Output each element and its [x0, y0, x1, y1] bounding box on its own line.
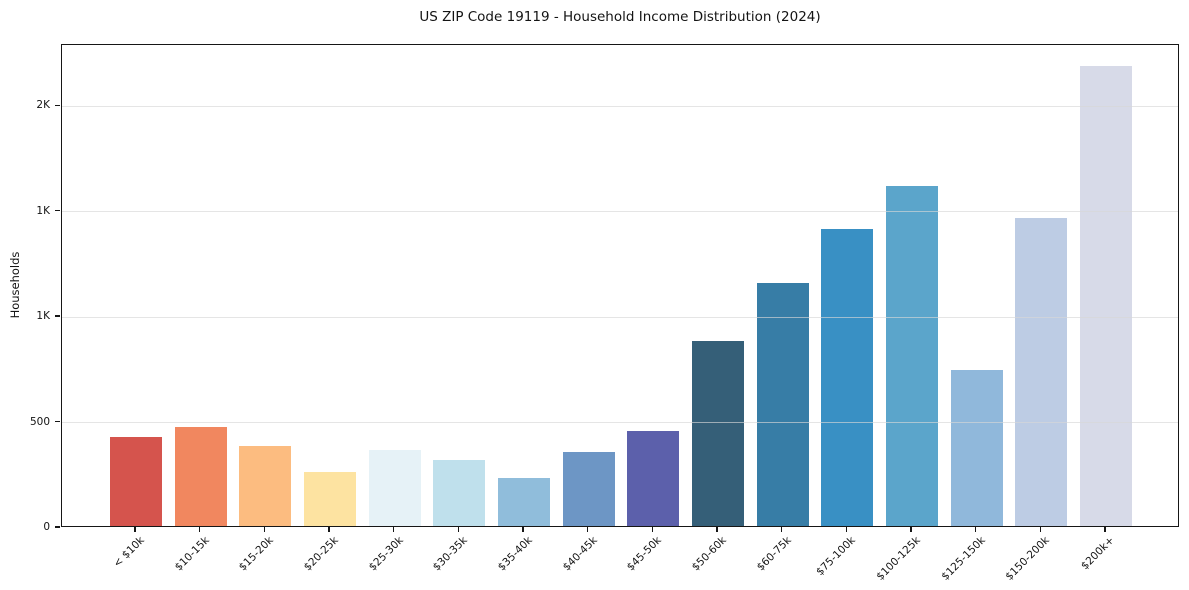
x-tick-mark-30-35k	[457, 527, 459, 532]
y-tick-mark-2000	[55, 104, 60, 106]
y-axis-label: Households	[8, 251, 22, 319]
x-tick-label-75-100k: $75-100k	[814, 534, 859, 579]
x-tick-label-150-200k: $150-200k	[1003, 534, 1053, 583]
x-tick-mark-100-125k	[910, 527, 912, 532]
bar-50-60k	[692, 341, 744, 526]
x-tick-mark-75-100k	[845, 527, 847, 532]
x-tick-label-20-25k: $20-25k	[301, 534, 341, 574]
x-tick-mark-15-20k	[263, 527, 265, 532]
gridline-1000	[62, 316, 1178, 318]
x-tick-mark-25-30k	[393, 527, 395, 532]
bar-200k+	[1080, 66, 1132, 526]
x-tick-mark-40-45k	[587, 527, 589, 532]
bar-60-75k	[756, 283, 809, 526]
x-tick-mark-150-200k	[1039, 527, 1041, 532]
y-tick-mark-1000	[55, 315, 60, 317]
x-tick-mark-45-50k	[651, 527, 653, 532]
bar-20-25k	[304, 472, 356, 526]
bar-125-150k	[950, 370, 1003, 526]
x-tick-mark-60-75k	[781, 527, 783, 532]
chart-title: US ZIP Code 19119 - Household Income Dis…	[419, 9, 821, 25]
x-tick-mark-35-40k	[522, 527, 524, 532]
x-tick-label-200k+: $200k+	[1078, 534, 1117, 573]
bar-75-100k	[821, 228, 874, 526]
x-tick-mark-10-15k	[199, 527, 201, 532]
x-tick-mark-50-60k	[716, 527, 718, 532]
x-tick-mark-200k+	[1104, 527, 1106, 532]
bar-10-15k	[174, 426, 227, 526]
gridline-500	[62, 422, 1178, 424]
bar-150-200k	[1015, 218, 1068, 526]
bar-45-50k	[627, 431, 680, 526]
y-tick-label-500: 500	[29, 415, 50, 428]
x-tick-label-10-15k: $10-15k	[172, 534, 212, 574]
plot-area	[61, 44, 1179, 527]
y-tick-label-0: 0	[43, 520, 50, 533]
bar-100-125k	[886, 186, 938, 526]
y-tick-mark-1500	[55, 210, 60, 212]
y-tick-label-1500: 1K	[36, 204, 50, 217]
gridline-1500	[62, 211, 1178, 213]
x-tick-label-100-125k: $100-125k	[874, 534, 923, 583]
x-tick-label-50-60k: $50-60k	[689, 534, 729, 574]
x-tick-label-40-45k: $40-45k	[560, 534, 600, 574]
x-tick-label-45-50k: $45-50k	[625, 534, 665, 574]
y-tick-mark-500	[55, 420, 60, 423]
bar-25-30k	[368, 450, 421, 526]
x-tick-label-15-20k: $15-20k	[237, 534, 277, 574]
x-tick-label-10k: < $10k	[111, 534, 147, 570]
y-tick-label-1000: 1K	[36, 309, 50, 322]
x-tick-mark-125-150k	[975, 527, 977, 532]
x-tick-label-35-40k: $35-40k	[495, 534, 535, 574]
x-tick-mark-10k	[134, 527, 136, 532]
x-tick-label-125-150k: $125-150k	[938, 534, 988, 583]
x-tick-label-25-30k: $25-30k	[366, 534, 406, 574]
y-tick-mark-0	[55, 526, 60, 528]
x-tick-label-30-35k: $30-35k	[431, 534, 471, 574]
bar-10k	[110, 437, 162, 526]
bar-35-40k	[498, 477, 550, 526]
x-tick-mark-20-25k	[328, 527, 330, 532]
x-tick-label-60-75k: $60-75k	[754, 534, 794, 574]
bar-40-45k	[562, 452, 615, 526]
bar-15-20k	[239, 445, 292, 526]
y-tick-label-2000: 2K	[36, 98, 50, 111]
gridline-2000	[62, 105, 1178, 107]
bar-30-35k	[433, 460, 486, 526]
